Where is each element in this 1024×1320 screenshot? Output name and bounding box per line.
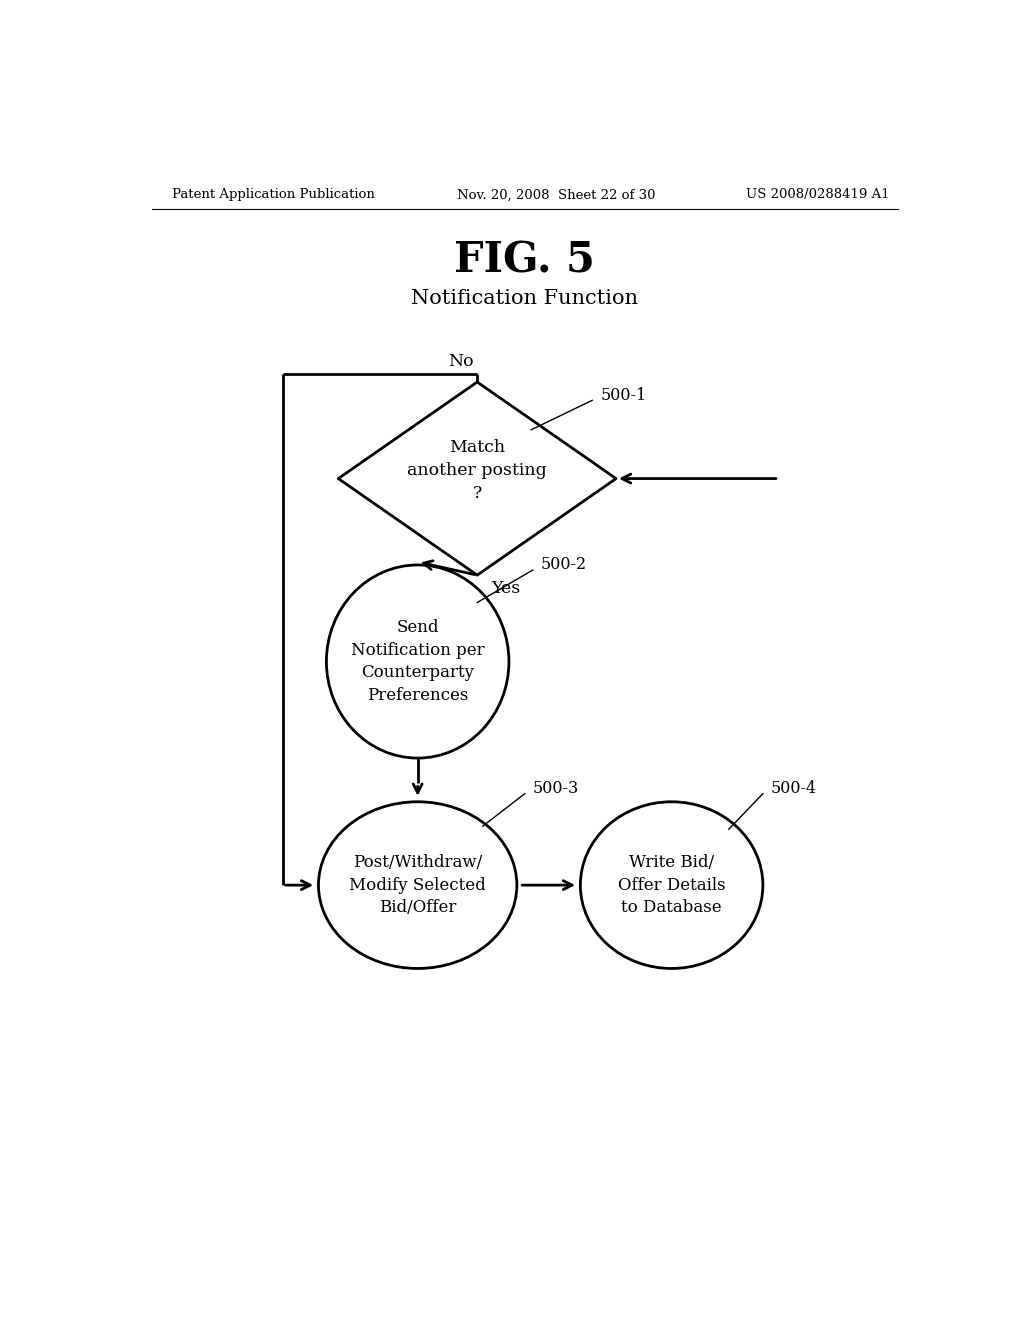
Text: Nov. 20, 2008  Sheet 22 of 30: Nov. 20, 2008 Sheet 22 of 30 bbox=[458, 189, 655, 202]
Text: Yes: Yes bbox=[492, 581, 521, 597]
Text: Match
another posting
?: Match another posting ? bbox=[408, 440, 547, 502]
Text: Patent Application Publication: Patent Application Publication bbox=[172, 189, 375, 202]
Text: 500-3: 500-3 bbox=[532, 780, 579, 797]
Text: US 2008/0288419 A1: US 2008/0288419 A1 bbox=[746, 189, 890, 202]
Text: Write Bid/
Offer Details
to Database: Write Bid/ Offer Details to Database bbox=[617, 854, 725, 916]
Text: 500-1: 500-1 bbox=[600, 387, 646, 404]
Text: FIG. 5: FIG. 5 bbox=[455, 239, 595, 281]
Text: Send
Notification per
Counterparty
Preferences: Send Notification per Counterparty Prefe… bbox=[351, 619, 484, 705]
Text: 500-2: 500-2 bbox=[541, 557, 587, 573]
Text: No: No bbox=[449, 352, 474, 370]
Text: Post/Withdraw/
Modify Selected
Bid/Offer: Post/Withdraw/ Modify Selected Bid/Offer bbox=[349, 854, 486, 916]
Text: Notification Function: Notification Function bbox=[412, 289, 638, 308]
Text: 500-4: 500-4 bbox=[771, 780, 817, 797]
